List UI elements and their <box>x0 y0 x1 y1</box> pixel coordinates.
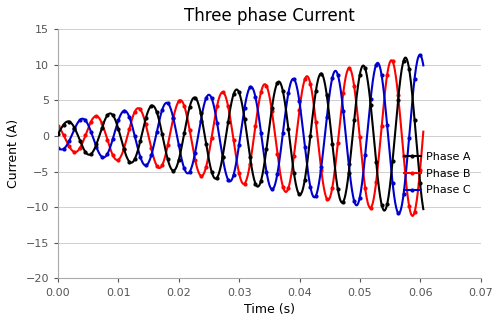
Phase C <box>417 53 423 57</box>
Phase A <box>346 165 352 169</box>
Phase A <box>340 200 346 204</box>
X-axis label: Time (s): Time (s) <box>244 303 295 316</box>
Phase A <box>203 140 209 144</box>
Line: Phase C: Phase C <box>56 52 426 216</box>
Y-axis label: Current (A): Current (A) <box>7 119 20 188</box>
Phase B <box>55 124 61 128</box>
Phase A <box>381 209 387 213</box>
Phase B <box>388 58 394 62</box>
Phase B <box>92 114 98 118</box>
Phase C <box>55 146 61 150</box>
Phase C <box>420 63 426 67</box>
Line: Phase A: Phase A <box>56 55 426 213</box>
Line: Phase B: Phase B <box>56 57 426 219</box>
Phase A <box>306 147 312 151</box>
Phase C <box>346 169 352 172</box>
Phase C <box>92 142 98 146</box>
Phase B <box>410 214 416 218</box>
Phase B <box>203 166 209 170</box>
Phase B <box>216 97 222 100</box>
Phase A <box>92 145 98 149</box>
Phase C <box>216 132 222 136</box>
Phase A <box>402 56 408 59</box>
Phase C <box>203 97 209 101</box>
Phase C <box>340 105 346 109</box>
Title: Three phase Current: Three phase Current <box>184 7 354 25</box>
Phase C <box>306 176 312 180</box>
Phase A <box>216 172 222 175</box>
Legend: Phase A, Phase B, Phase C: Phase A, Phase B, Phase C <box>400 148 475 200</box>
Phase B <box>306 77 312 80</box>
Phase C <box>396 211 402 215</box>
Phase B <box>346 66 352 70</box>
Phase A <box>420 207 426 211</box>
Phase B <box>420 130 426 134</box>
Phase B <box>340 94 346 98</box>
Phase A <box>55 132 61 136</box>
